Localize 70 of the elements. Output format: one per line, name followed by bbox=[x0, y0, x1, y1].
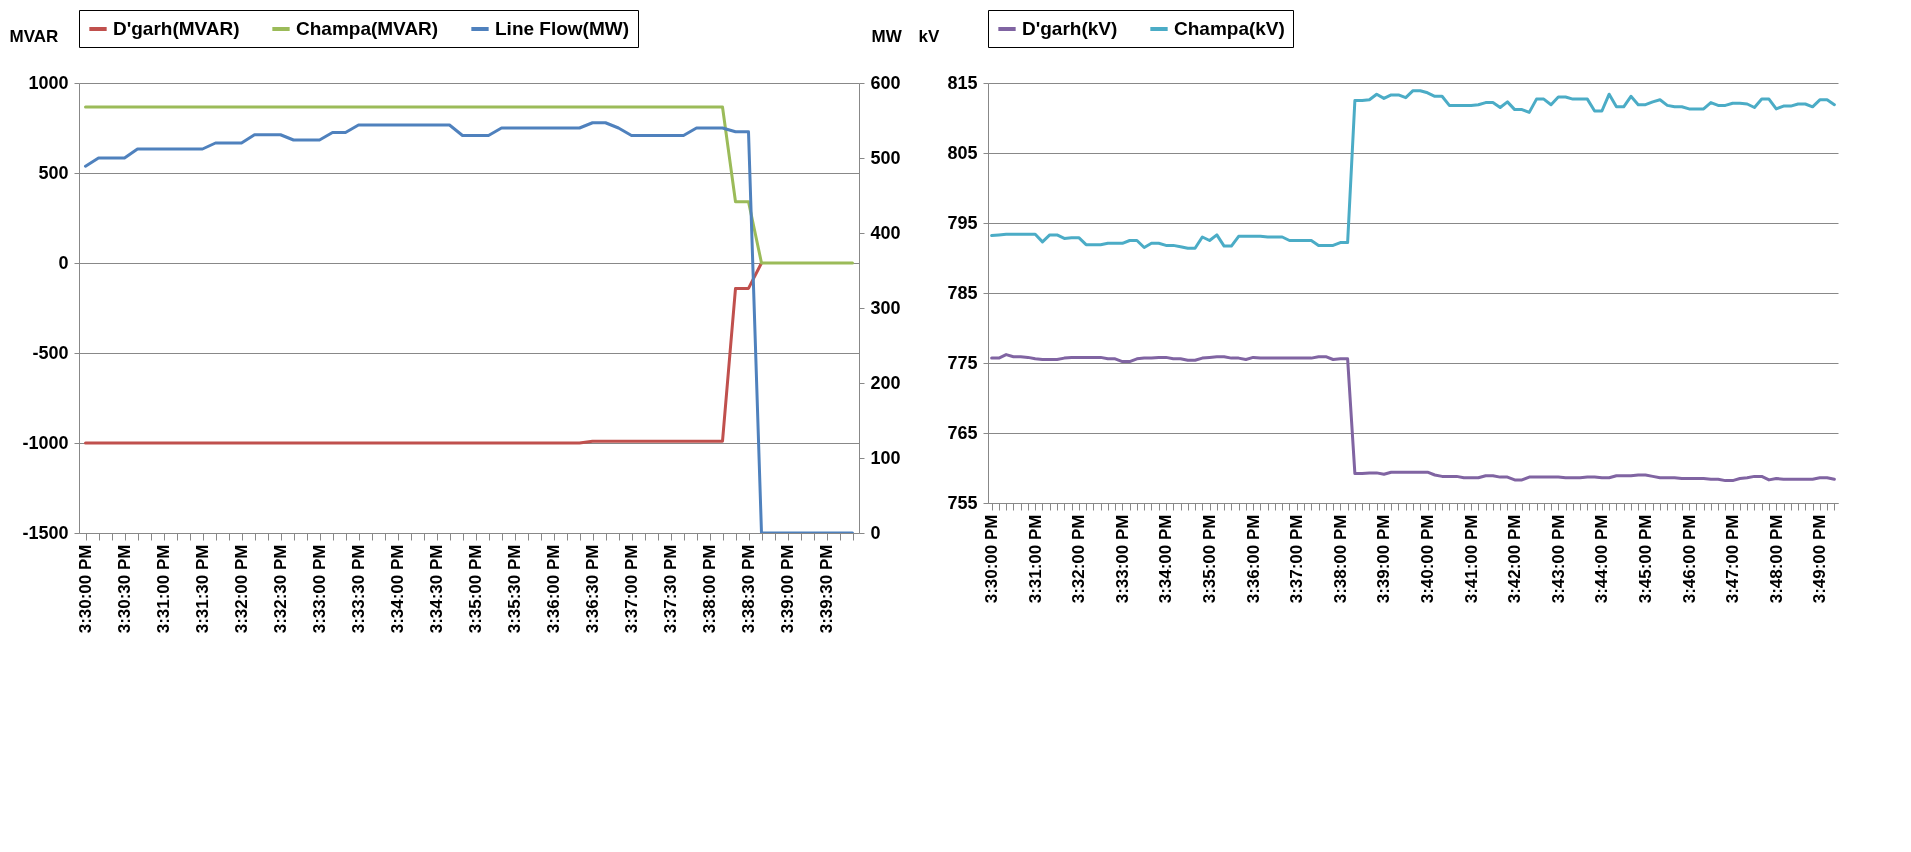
y-tick-label: 795 bbox=[947, 212, 978, 233]
x-tick-label: 3:40:00 PM bbox=[1418, 514, 1438, 604]
x-tick-label: 3:48:00 PM bbox=[1766, 514, 1786, 604]
legend-label: D'garh(kV) bbox=[1022, 18, 1118, 39]
x-tick-label: 3:43:00 PM bbox=[1548, 514, 1568, 604]
x-tick-label: 3:41:00 PM bbox=[1461, 514, 1481, 604]
y-axis-title: kV bbox=[918, 26, 940, 46]
y-tick-label: -1500 bbox=[22, 522, 69, 543]
x-tick-label: 3:36:00 PM bbox=[544, 544, 563, 634]
line-series bbox=[84, 261, 763, 445]
y-tick-label: 755 bbox=[947, 492, 978, 513]
y-tick-label: -1000 bbox=[22, 432, 69, 453]
y2-tick-label: 300 bbox=[870, 297, 901, 318]
y-tick-label: 785 bbox=[947, 282, 978, 303]
y2-tick-label: 500 bbox=[870, 147, 901, 168]
line-series bbox=[84, 121, 854, 533]
y2-tick-label: 600 bbox=[870, 72, 901, 93]
y-tick-label: 500 bbox=[38, 162, 69, 183]
x-tick-label: 3:35:00 PM bbox=[1200, 514, 1220, 604]
x-tick-label: 3:30:00 PM bbox=[76, 544, 95, 634]
x-tick-label: 3:34:30 PM bbox=[427, 544, 446, 634]
y2-tick-label: 400 bbox=[870, 222, 901, 243]
x-tick-label: 3:37:00 PM bbox=[1287, 514, 1307, 604]
x-tick-label: 3:46:00 PM bbox=[1679, 514, 1699, 604]
x-tick-label: 3:42:00 PM bbox=[1505, 514, 1525, 604]
x-tick-label: 3:37:30 PM bbox=[661, 544, 680, 634]
x-tick-label: 3:36:00 PM bbox=[1243, 514, 1263, 604]
y-axis-title: MVAR bbox=[9, 26, 59, 46]
y2-tick-label: 200 bbox=[870, 372, 901, 393]
x-tick-label: 3:31:00 PM bbox=[1025, 514, 1045, 604]
legend-label: Champa(kV) bbox=[1174, 18, 1285, 39]
x-tick-label: 3:30:00 PM bbox=[982, 514, 1002, 604]
x-tick-label: 3:33:00 PM bbox=[310, 544, 329, 634]
x-tick-label: 3:39:00 PM bbox=[1374, 514, 1394, 604]
x-tick-label: 3:32:00 PM bbox=[1069, 514, 1089, 604]
x-tick-label: 3:38:00 PM bbox=[1330, 514, 1350, 604]
x-tick-label: 3:39:30 PM bbox=[817, 544, 836, 634]
y2-axis-title: MW bbox=[871, 26, 903, 46]
x-tick-label: 3:39:00 PM bbox=[778, 544, 797, 634]
y2-tick-label: 0 bbox=[870, 522, 881, 543]
x-tick-label: 3:47:00 PM bbox=[1723, 514, 1743, 604]
x-tick-label: 3:35:30 PM bbox=[505, 544, 524, 634]
x-tick-label: 3:37:00 PM bbox=[622, 544, 641, 634]
x-tick-label: 3:33:00 PM bbox=[1112, 514, 1132, 604]
x-tick-label: 3:33:30 PM bbox=[349, 544, 368, 634]
y-tick-label: 815 bbox=[947, 72, 978, 93]
legend-label: Champa(MVAR) bbox=[296, 18, 439, 39]
x-tick-label: 3:31:00 PM bbox=[154, 544, 173, 634]
x-tick-label: 3:34:00 PM bbox=[388, 544, 407, 634]
x-tick-label: 3:36:30 PM bbox=[583, 544, 602, 634]
x-tick-label: 3:31:30 PM bbox=[193, 544, 212, 634]
x-tick-label: 3:35:00 PM bbox=[466, 544, 485, 634]
x-tick-label: 3:34:00 PM bbox=[1156, 514, 1176, 604]
x-tick-label: 3:45:00 PM bbox=[1635, 514, 1655, 604]
y-tick-label: 775 bbox=[947, 352, 978, 373]
y2-tick-label: 100 bbox=[870, 447, 901, 468]
y-tick-label: 1000 bbox=[28, 72, 69, 93]
x-tick-label: 3:49:00 PM bbox=[1810, 514, 1830, 604]
y-tick-label: 0 bbox=[58, 252, 69, 273]
x-tick-label: 3:30:30 PM bbox=[115, 544, 134, 634]
x-tick-label: 3:32:30 PM bbox=[271, 544, 290, 634]
y-tick-label: -500 bbox=[32, 342, 69, 363]
x-tick-label: 3:38:30 PM bbox=[739, 544, 758, 634]
y-tick-label: 805 bbox=[947, 142, 978, 163]
legend-label: Line Flow(MW) bbox=[495, 18, 630, 39]
legend-label: D'garh(MVAR) bbox=[113, 18, 240, 39]
x-tick-label: 3:38:00 PM bbox=[700, 544, 719, 634]
x-tick-label: 3:44:00 PM bbox=[1592, 514, 1612, 604]
y-tick-label: 765 bbox=[947, 422, 978, 443]
x-tick-label: 3:32:00 PM bbox=[232, 544, 251, 634]
